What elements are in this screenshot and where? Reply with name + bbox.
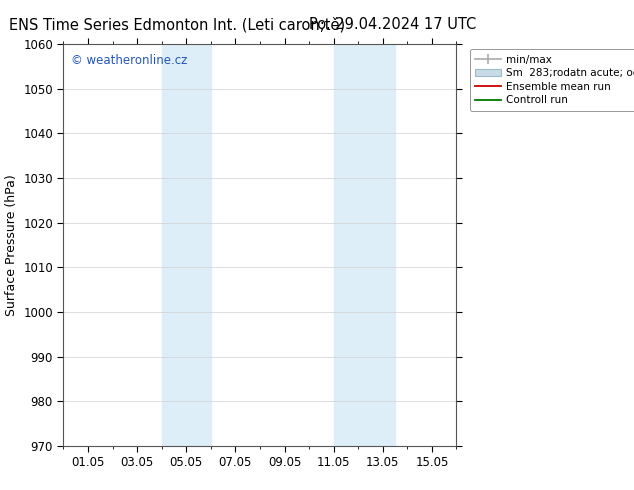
Bar	[333, 44, 395, 446]
Bar	[162, 44, 210, 446]
Text: Po. 29.04.2024 17 UTC: Po. 29.04.2024 17 UTC	[309, 17, 477, 32]
Text: ENS Time Series Edmonton Int. (Leti caron;tě): ENS Time Series Edmonton Int. (Leti caro…	[10, 17, 346, 33]
Legend: min/max, Sm  283;rodatn acute; odchylka, Ensemble mean run, Controll run: min/max, Sm 283;rodatn acute; odchylka, …	[470, 49, 634, 111]
Y-axis label: Surface Pressure (hPa): Surface Pressure (hPa)	[4, 174, 18, 316]
Text: © weatheronline.cz: © weatheronline.cz	[71, 54, 188, 67]
